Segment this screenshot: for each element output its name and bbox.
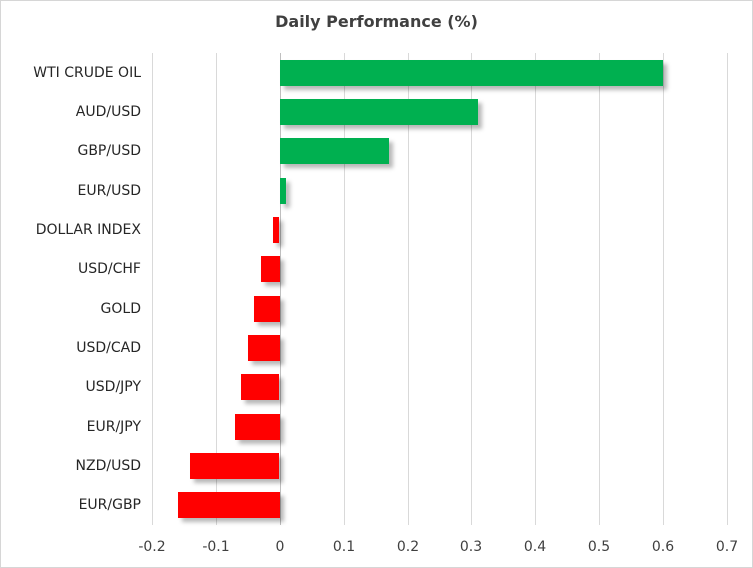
x-tick-label: 0.1 (332, 539, 356, 555)
gridline (535, 53, 536, 525)
bar-eur-gbp (178, 492, 280, 518)
bar-gold (254, 296, 280, 322)
chart-title: Daily Performance (%) (275, 12, 478, 31)
x-tick-label: 0.5 (587, 539, 611, 555)
gridline (344, 53, 345, 525)
category-label-nzd-usd: NZD/USD (75, 458, 141, 474)
category-label-usd-jpy: USD/JPY (85, 379, 141, 395)
gridline (599, 53, 600, 525)
x-tick-label: 0.7 (715, 539, 739, 555)
bar-wti-crude-oil (280, 60, 663, 86)
gridline (152, 53, 153, 525)
x-tick-label: 0.3 (459, 539, 483, 555)
gridline (408, 53, 409, 525)
category-label-wti-crude-oil: WTI CRUDE OIL (33, 65, 141, 81)
x-tick-label: 0.6 (651, 539, 675, 555)
x-tick-label: -0.1 (202, 539, 230, 555)
gridline (727, 53, 728, 525)
bar-nzd-usd (190, 453, 279, 479)
x-tick-label: 0.4 (523, 539, 547, 555)
bar-usd-chf (261, 256, 280, 282)
gridline (216, 53, 217, 525)
category-label-dollar-index: DOLLAR INDEX (35, 222, 141, 238)
bar-aud-usd (280, 99, 478, 125)
zero-axis-line (280, 53, 281, 525)
bar-usd-jpy (241, 374, 279, 400)
category-label-gold: GOLD (100, 301, 141, 317)
category-label-usd-chf: USD/CHF (78, 261, 141, 277)
category-label-aud-usd: AUD/USD (75, 104, 141, 120)
x-tick-label: 0 (275, 539, 285, 555)
bar-eur-usd (280, 178, 286, 204)
gridline (471, 53, 472, 525)
x-tick-label: 0.2 (396, 539, 420, 555)
bar-eur-jpy (235, 414, 280, 440)
bar-dollar-index (273, 217, 279, 243)
gridline (663, 53, 664, 525)
category-label-eur-usd: EUR/USD (77, 183, 141, 199)
x-tick-label: -0.2 (138, 539, 166, 555)
category-label-eur-gbp: EUR/GBP (78, 497, 141, 513)
bar-usd-cad (248, 335, 280, 361)
bar-gbp-usd (280, 138, 389, 164)
category-label-usd-cad: USD/CAD (76, 340, 141, 356)
category-label-eur-jpy: EUR/JPY (86, 419, 141, 435)
category-label-gbp-usd: GBP/USD (77, 143, 141, 159)
